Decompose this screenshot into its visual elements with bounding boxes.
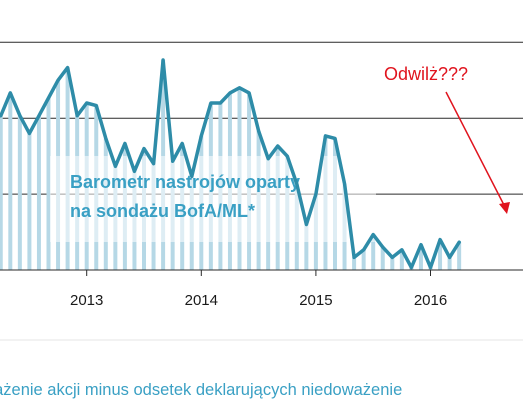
data-bar	[371, 234, 376, 270]
data-bar	[457, 242, 462, 270]
data-bar	[27, 133, 32, 270]
data-bar	[418, 244, 423, 270]
data-bar	[0, 115, 3, 270]
x-tick-label: 2015	[299, 292, 332, 309]
x-tick-label: 2013	[70, 292, 103, 309]
overlay-label-box	[50, 156, 376, 242]
data-bar	[8, 92, 13, 271]
x-tick-label: 2016	[414, 292, 447, 309]
data-bar	[438, 239, 443, 270]
annotation-label: Odwilż???	[384, 64, 468, 84]
overlay-label-line-1: Barometr nastrojów oparty	[70, 172, 300, 192]
overlay-label-line-2: na sondażu BofA/ML*	[70, 201, 255, 221]
data-bar	[447, 257, 452, 270]
data-bar	[380, 247, 385, 270]
data-bar	[399, 249, 404, 270]
annotation-arrow-line	[445, 91, 506, 208]
data-bar	[390, 257, 395, 270]
x-ticks: 2013 2014 2015 2016	[70, 270, 447, 309]
data-bar	[46, 97, 51, 271]
annotation-arrow-head	[499, 202, 510, 214]
footnote: eważenie akcji minus odsetek deklarujący…	[0, 381, 403, 399]
x-tick-label: 2014	[185, 292, 218, 309]
series-line	[0, 58, 461, 270]
data-bar	[361, 249, 366, 270]
data-bar	[352, 257, 357, 270]
data-bar	[36, 115, 41, 270]
data-bar	[17, 115, 22, 270]
data-bar	[304, 224, 309, 270]
